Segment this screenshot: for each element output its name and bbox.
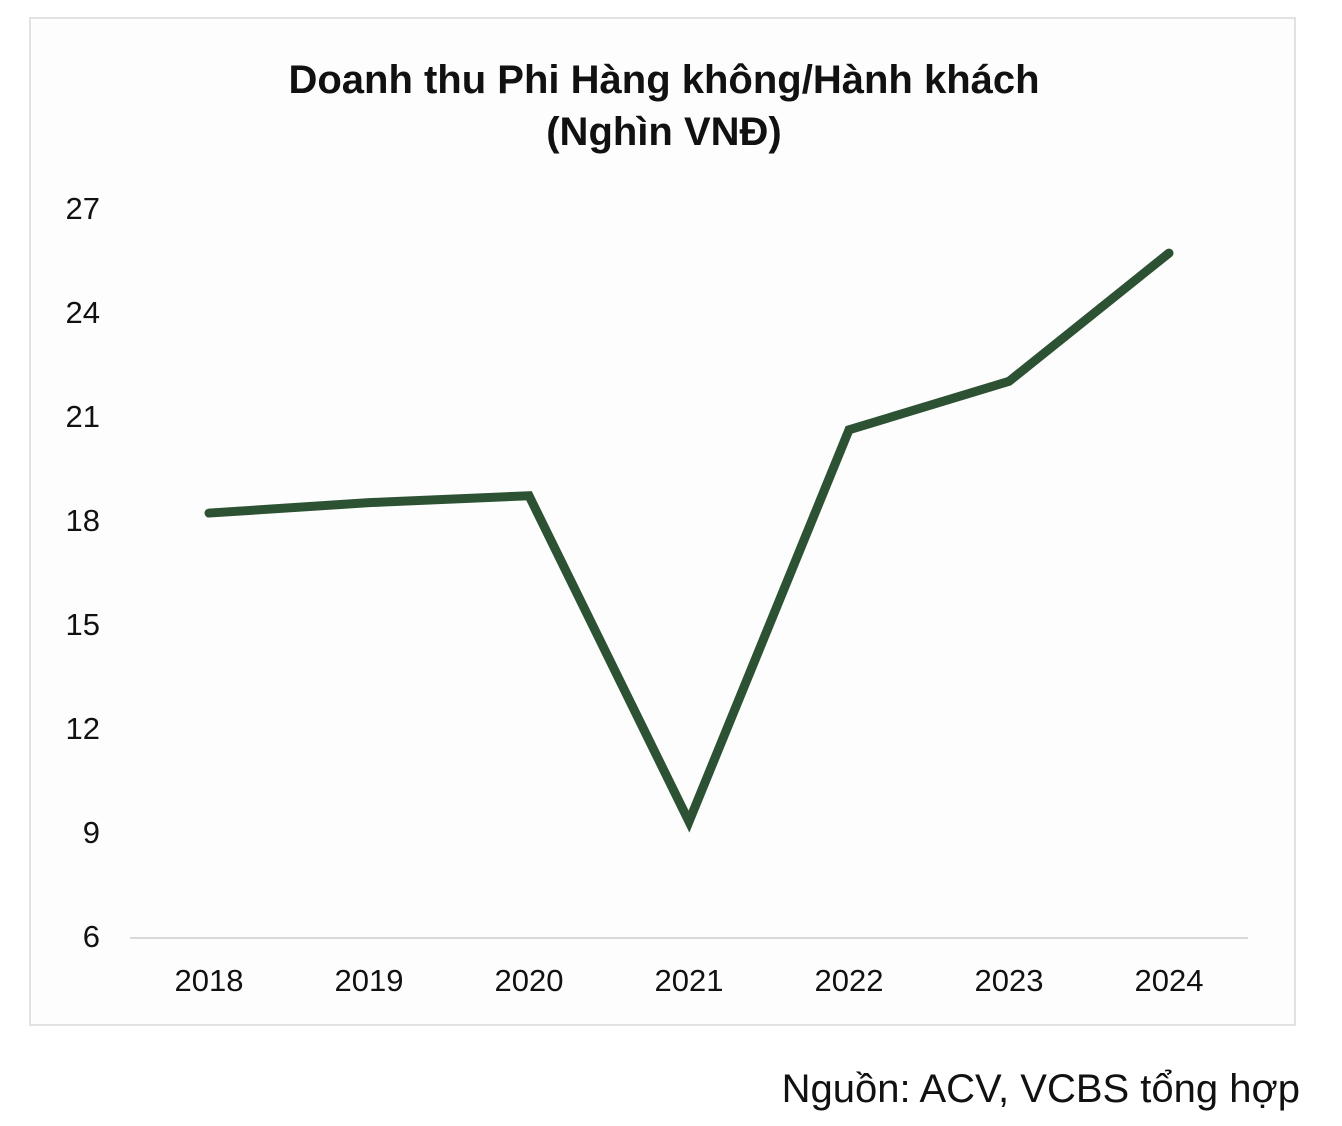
source-note: Nguồn: ACV, VCBS tổng hợp: [781, 1067, 1300, 1111]
data-point: [688, 821, 690, 823]
x-tick-label: 2020: [495, 963, 564, 998]
x-tick-label: 2018: [175, 963, 244, 998]
y-tick-label: 12: [66, 711, 100, 746]
data-point: [848, 429, 850, 431]
x-tick-label: 2021: [655, 963, 724, 998]
series-line: [204, 248, 1174, 833]
chart-title: Doanh thu Phi Hàng không/Hành khách: [288, 58, 1039, 102]
chart-frame: [29, 17, 1296, 1026]
x-tick-label: 2023: [975, 963, 1044, 998]
y-tick-label: 9: [83, 815, 100, 850]
y-axis-ticks: 27 24 21 18 15 12 9 6: [66, 191, 100, 954]
data-point: [528, 495, 530, 497]
series-layer: [204, 248, 1174, 833]
data-point: [1008, 380, 1010, 382]
data-point: [368, 502, 370, 504]
data-point: [1168, 252, 1170, 254]
x-tick-label: 2019: [335, 963, 404, 998]
data-point: [208, 512, 210, 514]
x-tick-label: 2024: [1135, 963, 1204, 998]
y-tick-label: 15: [66, 607, 100, 642]
y-tick-label: 24: [66, 295, 100, 330]
x-tick-label: 2022: [815, 963, 884, 998]
y-tick-label: 6: [83, 919, 100, 954]
y-tick-label: 21: [66, 399, 100, 434]
y-tick-label: 18: [66, 503, 100, 538]
y-tick-label: 27: [66, 191, 100, 226]
x-axis-ticks: 2018 2019 2020 2021 2022 2023 2024: [175, 963, 1204, 998]
chart-subtitle: (Nghìn VNĐ): [546, 110, 782, 154]
